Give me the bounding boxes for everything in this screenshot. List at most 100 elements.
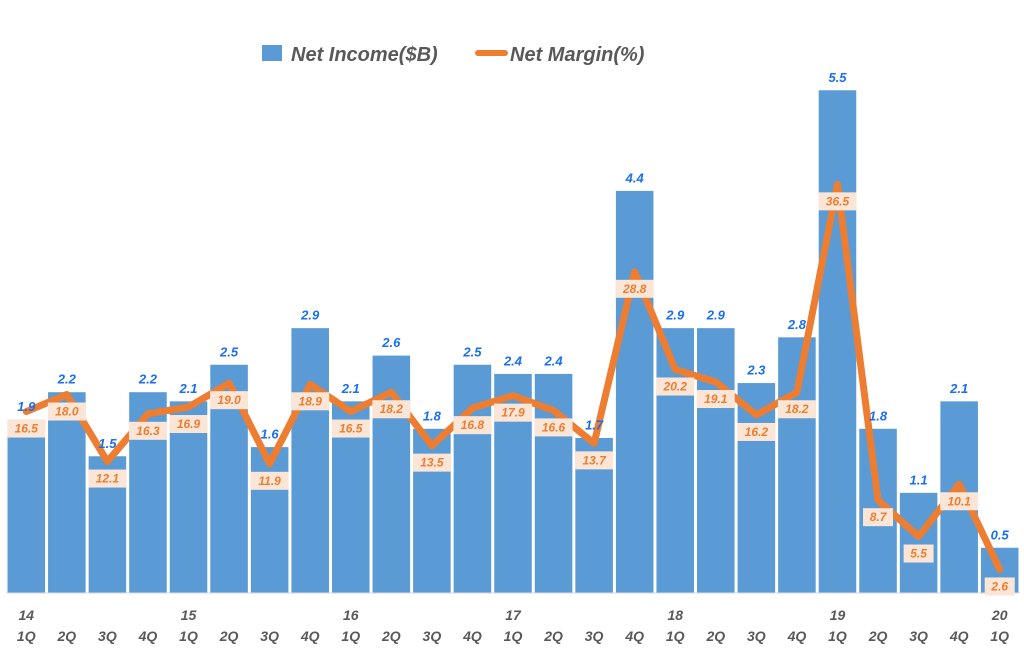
margin-label-box	[7, 419, 46, 438]
x-tick-quarter: 1Q	[828, 628, 847, 644]
margin-value-label: 36.5	[826, 194, 850, 208]
x-tick-quarter: 1Q	[17, 628, 36, 644]
margin-value-label: 5.5	[910, 547, 927, 561]
net-margin-point	[188, 406, 190, 408]
bar-value-label: 2.2	[138, 372, 158, 387]
net-margin-point	[593, 442, 595, 444]
margin-label-box	[331, 419, 370, 438]
margin-label-box	[737, 422, 776, 441]
margin-label-box	[940, 492, 979, 511]
margin-label-box	[494, 403, 532, 422]
bar-value-label: 2.1	[949, 381, 968, 396]
bar-value-label: 1.5	[98, 436, 117, 451]
net-margin-point	[512, 395, 514, 397]
margin-value-label: 18.2	[380, 402, 404, 416]
x-tick-year: 20	[991, 607, 1008, 623]
bar-value-label: 2.6	[381, 335, 401, 350]
bar-value-label: 2.1	[178, 381, 197, 396]
net-margin-point	[147, 413, 149, 415]
x-tick-quarter: 2Q	[381, 628, 401, 644]
margin-value-label: 13.5	[420, 456, 444, 470]
x-tick-quarter: 1Q	[666, 628, 685, 644]
margin-value-label: 20.2	[663, 380, 688, 394]
margin-label-box	[372, 400, 411, 419]
net-margin-point	[350, 411, 352, 413]
x-tick-quarter: 3Q	[909, 628, 928, 644]
net-margin-point	[25, 411, 27, 413]
bar-value-label: 2.9	[706, 308, 726, 323]
bar-value-label: 2.4	[503, 353, 523, 368]
bar	[290, 327, 330, 594]
margin-label-box	[984, 577, 1015, 596]
margin-value-label: 16.8	[461, 418, 485, 432]
bar-value-label: 4.4	[625, 170, 645, 185]
margin-label-box	[656, 377, 695, 396]
bar-value-label: 0.5	[991, 527, 1010, 542]
bar	[817, 89, 858, 594]
x-tick-quarter: 2Q	[868, 628, 888, 644]
margin-label-box	[47, 402, 86, 421]
net-margin-point	[674, 369, 676, 371]
x-tick-quarter: 1Q	[990, 628, 1009, 644]
x-tick-quarter: 4Q	[787, 628, 807, 644]
margin-value-label: 28.8	[622, 282, 647, 296]
x-tick-year: 19	[830, 607, 846, 623]
bar-value-label: 1.8	[423, 408, 442, 423]
x-tick-quarter: 3Q	[423, 628, 442, 644]
margin-value-label: 18.0	[55, 405, 79, 419]
net-margin-point	[715, 381, 717, 383]
margin-label-box	[453, 416, 492, 435]
x-tick-year: 18	[667, 607, 683, 623]
net-margin-point	[309, 383, 311, 385]
bar-value-label: 2.4	[544, 353, 564, 368]
margin-label-box	[250, 471, 289, 490]
margin-value-label: 16.5	[15, 422, 39, 436]
net-margin-point	[228, 382, 230, 384]
x-tick-quarter: 2Q	[705, 628, 725, 644]
x-tick-quarter: 4Q	[138, 628, 158, 644]
margin-value-label: 11.9	[258, 474, 281, 488]
margin-value-label: 19.0	[217, 393, 241, 407]
net-margin-point	[999, 568, 1001, 570]
net-margin-point	[431, 445, 433, 447]
margin-value-label: 8.7	[870, 510, 888, 524]
net-margin-point	[796, 391, 798, 393]
margin-label-box	[169, 415, 208, 434]
margin-label-box	[534, 418, 573, 437]
margin-label-box	[575, 451, 614, 470]
margin-label-box	[128, 421, 167, 440]
margin-label-box	[818, 192, 857, 211]
bar-value-label: 1.6	[261, 427, 280, 442]
margin-value-label: 16.6	[542, 420, 566, 434]
legend: Net Income($B) Net Margin(%)	[262, 44, 645, 66]
bar	[412, 427, 452, 594]
bar-value-label: 1.9	[17, 399, 36, 414]
bar	[249, 446, 290, 594]
x-tick-quarter: 2Q	[543, 628, 563, 644]
x-tick-quarter: 4Q	[949, 628, 969, 644]
bar-value-label: 2.3	[746, 363, 766, 378]
bar-value-label: 2.9	[300, 308, 320, 323]
bar-value-label: 2.5	[462, 344, 482, 359]
margin-label-box	[903, 544, 934, 563]
margin-value-label: 16.5	[339, 422, 363, 436]
x-tick-quarter: 3Q	[260, 628, 279, 644]
x-tick-year: 14	[18, 607, 34, 623]
x-tick-quarter: 4Q	[624, 628, 644, 644]
x-tick-quarter: 3Q	[585, 628, 604, 644]
net-margin-point	[106, 461, 108, 463]
legend-swatch-net-income	[262, 45, 282, 61]
margin-value-label: 18.9	[299, 394, 323, 408]
margin-value-label: 16.9	[177, 417, 201, 431]
margin-label-box	[615, 279, 654, 298]
margin-label-box	[291, 392, 330, 411]
x-tick-quarter: 3Q	[98, 628, 117, 644]
margin-label-box	[696, 390, 735, 409]
x-tick-quarter: 1Q	[179, 628, 198, 644]
bar-value-label: 1.8	[869, 408, 888, 423]
legend-label-net-margin: Net Margin(%)	[510, 44, 645, 66]
net-margin-point	[836, 183, 838, 185]
net-margin-point	[471, 407, 473, 409]
bar	[614, 189, 655, 594]
